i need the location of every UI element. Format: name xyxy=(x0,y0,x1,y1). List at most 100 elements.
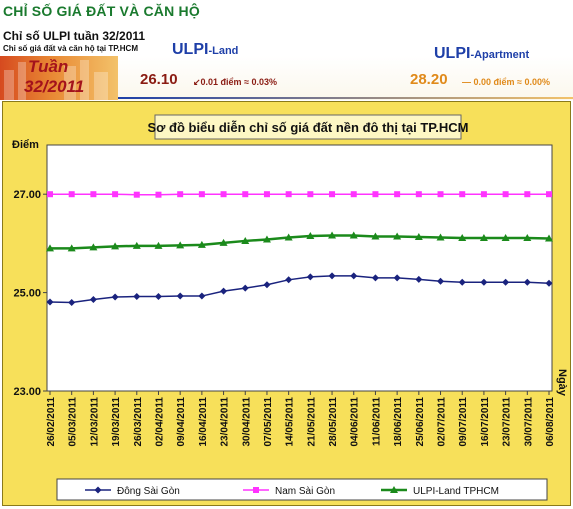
subtitle: Chỉ số ULPI tuần 32/2011 xyxy=(3,29,146,43)
data-point xyxy=(545,279,553,287)
data-point xyxy=(545,234,553,242)
ulpi-apartment-change: — 0.00 điểm ≈ 0.00% xyxy=(462,77,550,87)
x-tick-label: 18/06/2011 xyxy=(393,397,404,447)
page-title: CHỈ SỐ GIÁ ĐẤT VÀ CĂN HỘ xyxy=(3,3,200,19)
data-point xyxy=(111,242,120,250)
data-point xyxy=(480,278,488,286)
index-banner xyxy=(0,56,573,100)
data-point xyxy=(133,293,141,301)
data-point xyxy=(546,191,552,198)
x-tick-label: 26/02/2011 xyxy=(46,397,57,447)
data-point xyxy=(523,278,531,286)
data-point xyxy=(112,191,119,198)
x-tick-label: 25/06/2011 xyxy=(415,397,426,447)
x-tick-label: 06/08/2011 xyxy=(545,397,556,447)
data-point xyxy=(306,232,315,240)
ulpi-apartment-name: ULPI-Apartment xyxy=(434,45,530,62)
legend-marker xyxy=(94,486,102,494)
y-tick-label: 27.00 xyxy=(13,189,41,201)
data-point xyxy=(502,191,509,198)
data-point xyxy=(415,275,423,283)
data-point xyxy=(198,292,206,300)
series-layer xyxy=(46,191,553,306)
data-point xyxy=(220,191,227,198)
data-point xyxy=(458,233,467,241)
chart-title: Sơ đồ biểu diễn chỉ số giá đất nền đô th… xyxy=(147,120,468,135)
legend-item: ULPI-Land TPHCM xyxy=(381,486,499,497)
data-point xyxy=(371,274,379,282)
x-tick-label: 16/07/2011 xyxy=(480,397,491,447)
data-point xyxy=(350,272,358,280)
series-2 xyxy=(47,191,552,198)
data-point xyxy=(47,191,53,198)
x-tick-label: 30/04/2011 xyxy=(241,397,252,447)
data-point xyxy=(414,233,423,241)
data-point xyxy=(89,243,98,251)
x-tick-label: 05/03/2011 xyxy=(68,397,79,447)
chart-title-box xyxy=(154,114,462,140)
data-point xyxy=(241,284,249,292)
x-tick-label: 07/05/2011 xyxy=(263,397,274,447)
series-3 xyxy=(46,231,553,252)
data-point xyxy=(176,292,184,300)
data-point xyxy=(67,244,76,252)
y-axis-label: Điểm xyxy=(12,139,39,151)
series-line xyxy=(50,234,550,250)
data-point xyxy=(177,191,184,198)
data-point xyxy=(437,191,444,198)
data-point xyxy=(68,298,76,306)
city-skyline-icon xyxy=(0,56,118,100)
x-tick-label: 04/06/2011 xyxy=(350,397,361,447)
ulpi-land-change: ↙0.01 điểm ≈ 0.03% xyxy=(193,77,278,87)
data-point xyxy=(90,191,97,198)
x-axis-label: Ngày xyxy=(556,369,568,397)
y-tick-label: 23.00 xyxy=(13,386,41,398)
data-point xyxy=(68,191,75,198)
data-point xyxy=(502,278,510,286)
x-tick-label: 09/07/2011 xyxy=(458,397,469,447)
banner-divider xyxy=(118,97,573,99)
data-point xyxy=(155,191,162,198)
data-point xyxy=(176,241,185,249)
data-point xyxy=(132,241,141,249)
subtitle-secondary: Chỉ số giá đất và căn hộ tại TP.HCM xyxy=(3,44,138,53)
x-tick-label: 14/05/2011 xyxy=(285,397,296,447)
legend-marker xyxy=(253,487,259,493)
data-point xyxy=(285,191,292,198)
x-tick-label: 23/04/2011 xyxy=(220,397,231,447)
data-point xyxy=(133,191,140,198)
data-point xyxy=(219,238,228,246)
week-value: 32/2011 xyxy=(24,77,85,96)
data-point xyxy=(89,295,97,303)
legend-label: ULPI-Land TPHCM xyxy=(413,486,499,497)
data-point xyxy=(111,293,119,301)
data-point xyxy=(480,191,487,198)
x-tick-label: 26/03/2011 xyxy=(133,397,144,447)
x-tick-label: 19/03/2011 xyxy=(111,397,122,447)
series-1 xyxy=(46,272,553,306)
data-point xyxy=(394,191,401,198)
data-point xyxy=(329,191,336,198)
data-point xyxy=(46,244,54,252)
data-point xyxy=(436,233,445,241)
x-tick-label: 11/06/2011 xyxy=(371,397,382,446)
data-point xyxy=(372,191,379,198)
y-tick-label: 25.00 xyxy=(13,288,41,300)
data-point xyxy=(242,191,249,198)
data-point xyxy=(459,191,466,198)
data-point xyxy=(371,232,380,240)
data-point xyxy=(328,231,337,239)
ulpi-apartment-value: 28.20 xyxy=(410,71,448,88)
x-tick-label: 02/04/2011 xyxy=(154,397,165,447)
legend-item: Nam Sài Gòn xyxy=(243,486,335,497)
x-tick-label: 23/07/2011 xyxy=(502,397,513,447)
data-point xyxy=(263,281,271,289)
x-axis-ticks: 26/02/2011 05/03/2011 12/03/2011 19/03/2011… xyxy=(46,391,556,447)
ulpi-land-value: 26.10 xyxy=(140,71,178,88)
data-point xyxy=(197,240,206,248)
legend: Đông Sài Gòn Nam Sài Gòn ULPI-Land TPHCM xyxy=(85,486,499,497)
ulpi-land-name: ULPI-Land xyxy=(172,41,239,58)
data-point xyxy=(501,233,510,241)
data-point xyxy=(154,293,162,301)
data-point xyxy=(415,191,422,198)
